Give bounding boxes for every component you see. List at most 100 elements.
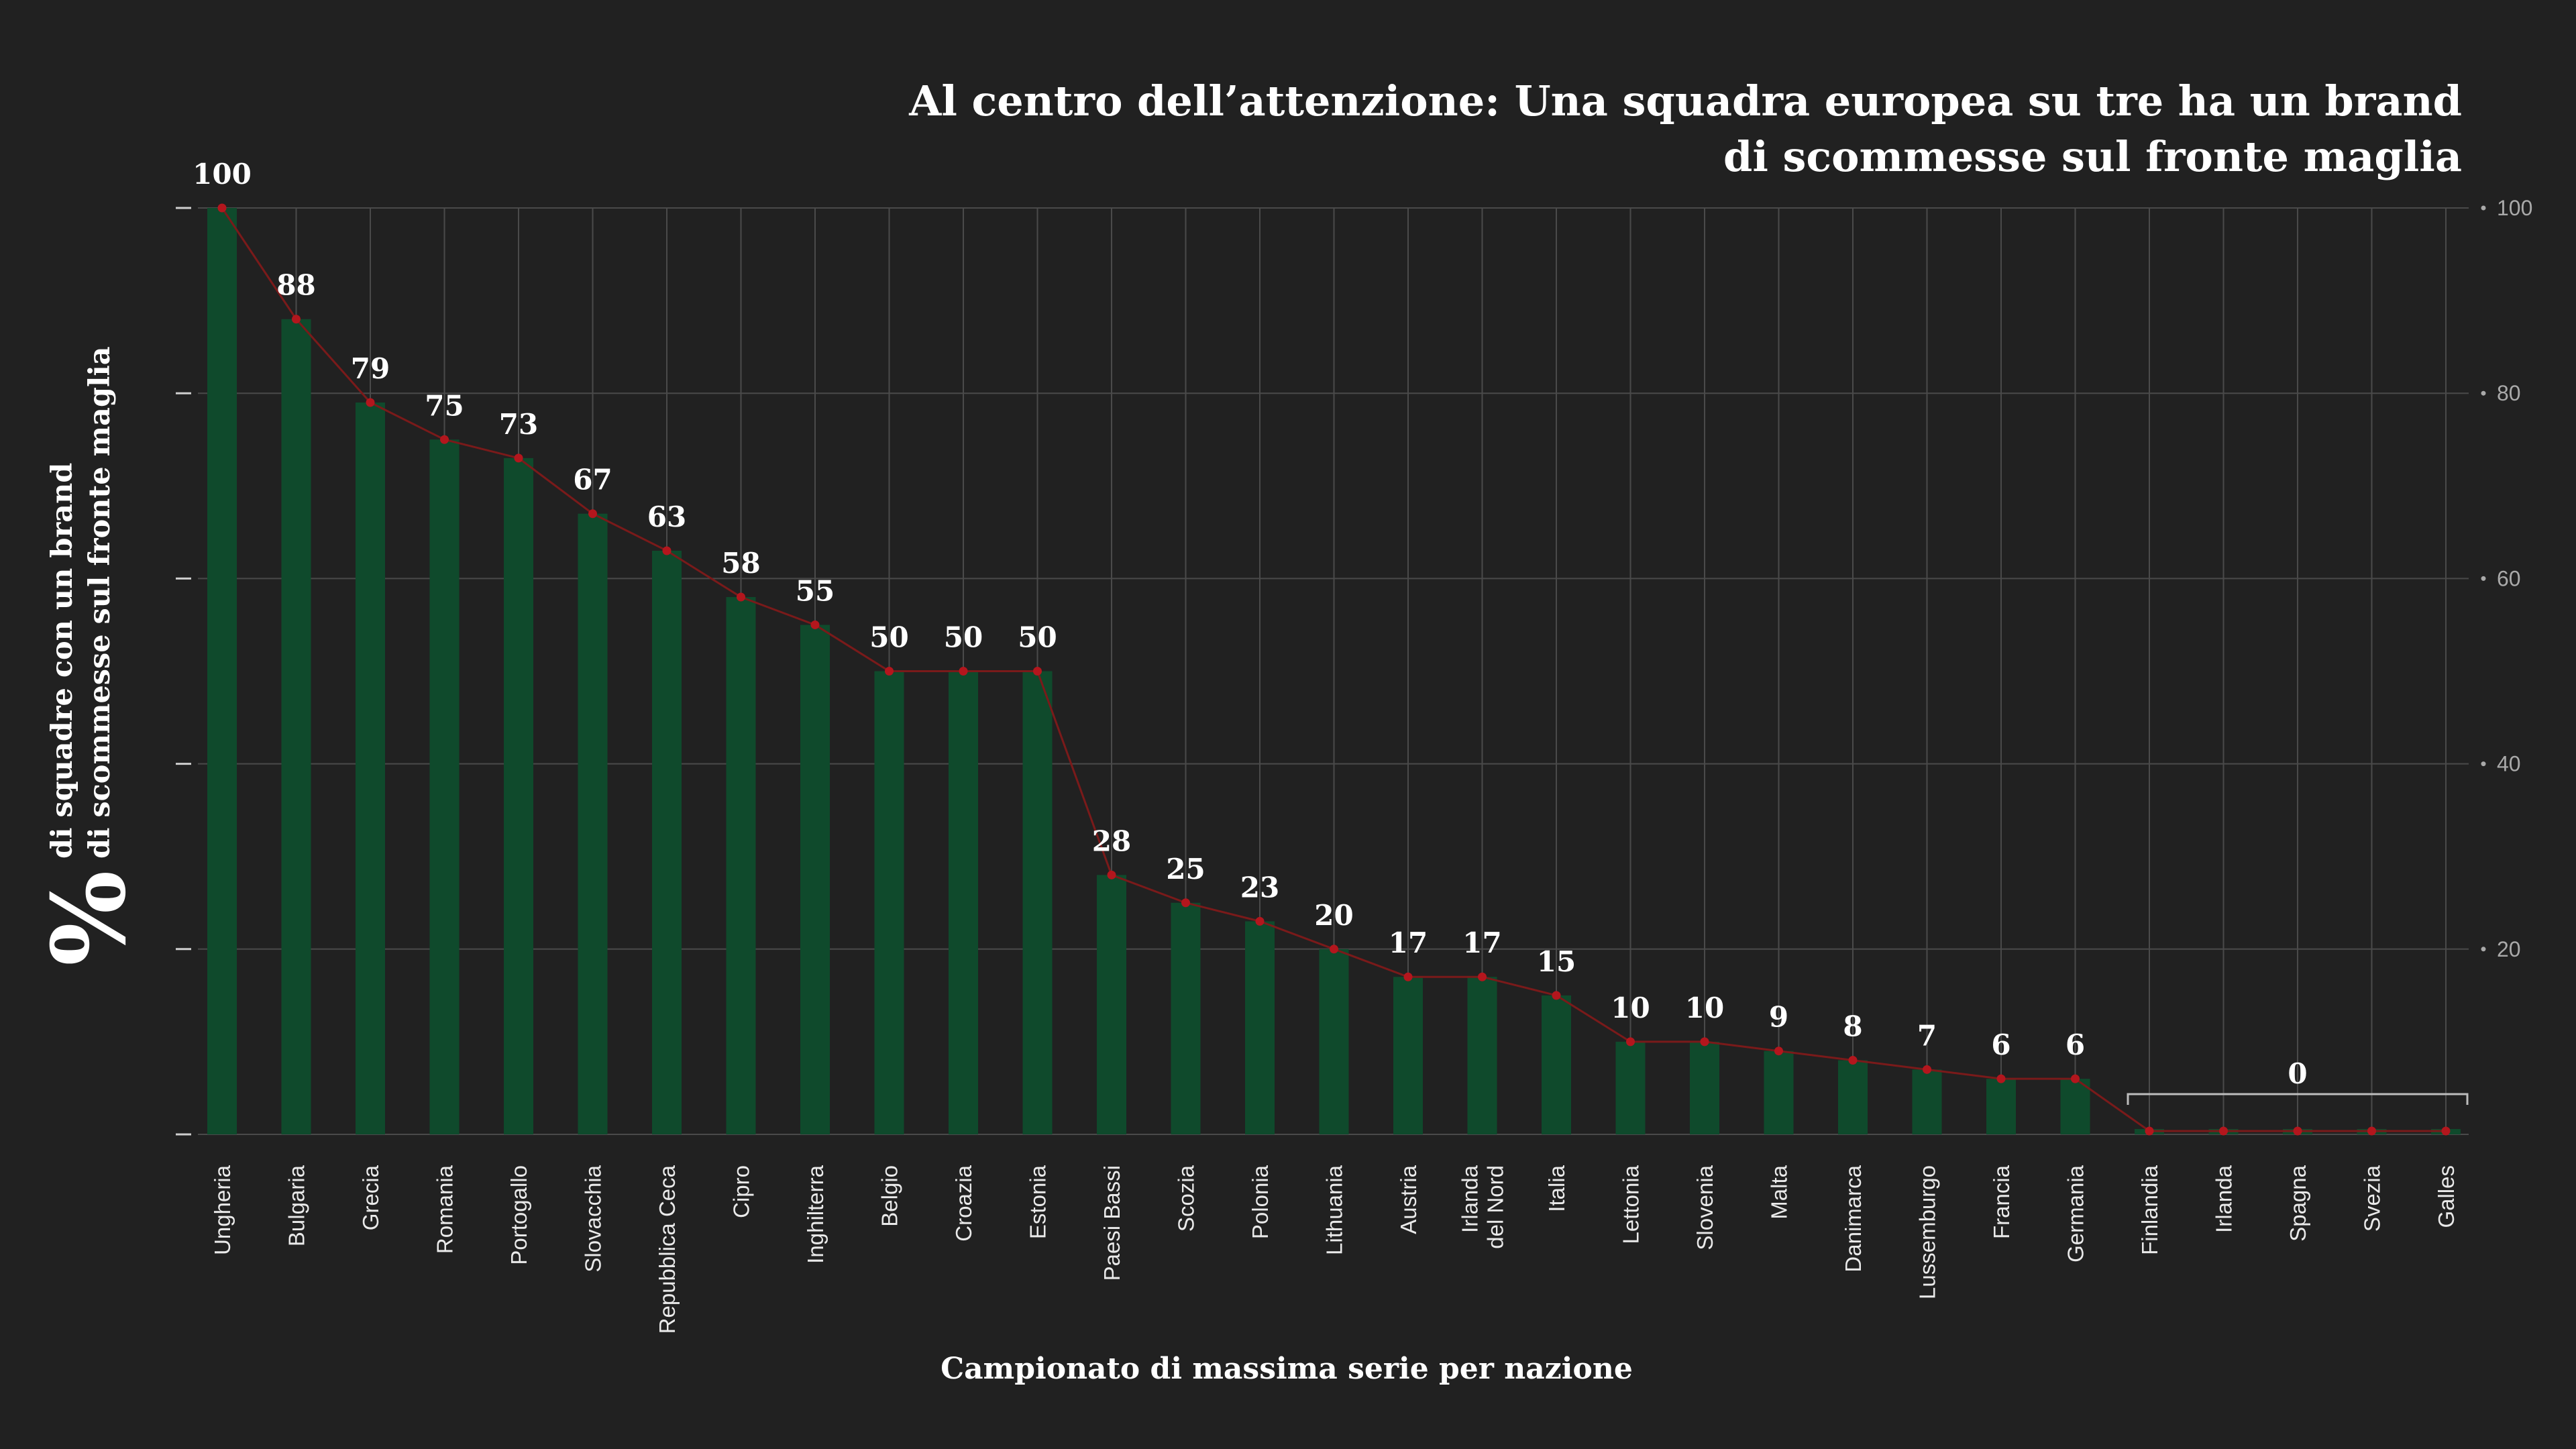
data-point [217, 203, 227, 213]
data-point [1033, 667, 1042, 676]
bar [726, 597, 756, 1134]
bar [1912, 1069, 1942, 1134]
category-label: Svezia [2360, 1165, 2385, 1232]
right-tick-dot [2481, 205, 2486, 211]
category-label: Croazia [951, 1165, 976, 1241]
bar [652, 550, 682, 1134]
data-label: 79 [351, 352, 390, 385]
bar [1097, 875, 1126, 1134]
category-label: Galles [2434, 1165, 2459, 1228]
data-label: 100 [193, 158, 252, 191]
data-point [1181, 898, 1190, 908]
data-label: 63 [647, 500, 686, 533]
data-label: 73 [499, 408, 538, 441]
data-point [1552, 991, 1561, 1000]
data-point [959, 667, 968, 676]
data-point [662, 546, 672, 555]
category-label: Repubblica Ceca [655, 1165, 680, 1334]
category-label-line: Lettonia [1619, 1165, 1644, 1244]
category-label: Polonia [1248, 1165, 1273, 1239]
zero-group-label: 0 [2288, 1057, 2307, 1090]
data-point [1330, 945, 1338, 954]
bar [429, 439, 460, 1134]
data-point [2293, 1126, 2302, 1136]
category-label-line: Grecia [358, 1165, 383, 1230]
data-label: 67 [573, 464, 612, 496]
data-label: 55 [796, 574, 835, 607]
data-label: 28 [1092, 824, 1131, 857]
bar [1542, 995, 1571, 1134]
category-label: Portogallo [506, 1165, 531, 1265]
bar [1615, 1041, 1646, 1134]
right-tick-dot [2481, 947, 2486, 952]
data-point [440, 435, 449, 444]
data-label: 88 [276, 269, 315, 302]
data-label: 6 [1991, 1028, 2010, 1061]
category-label-line: Lithuania [1322, 1165, 1347, 1255]
category-label: Spagna [2286, 1165, 2310, 1241]
right-tick-label: 60 [2497, 566, 2521, 590]
category-label-line: Estonia [1026, 1165, 1051, 1239]
data-point [1700, 1037, 1709, 1046]
data-label: 9 [1769, 1001, 1788, 1034]
category-label-line: Croazia [951, 1165, 976, 1241]
category-label: Cipro [729, 1165, 754, 1218]
right-tick-dot [2481, 761, 2486, 767]
category-label-line: Repubblica Ceca [655, 1165, 680, 1334]
data-point [292, 315, 301, 324]
data-label: 15 [1537, 945, 1576, 978]
data-label: 17 [1389, 926, 1428, 959]
x-axis-title: Campionato di massima serie per nazione [941, 1352, 1633, 1386]
category-label-line: Lussemburgo [1915, 1165, 1940, 1299]
zero-bracket-line [2127, 1093, 2469, 1105]
category-label-line: Polonia [1248, 1165, 1273, 1239]
right-tick-dot [2481, 390, 2486, 396]
bar [1393, 977, 1423, 1134]
category-label: Austria [1396, 1165, 1421, 1234]
category-label-line: Slovenia [1693, 1165, 1717, 1250]
category-label-line: Malta [1767, 1165, 1792, 1219]
data-label: 17 [1462, 926, 1501, 959]
category-label: Malta [1767, 1165, 1792, 1219]
bar [356, 402, 385, 1134]
data-label: 10 [1611, 991, 1650, 1024]
bar [1171, 902, 1201, 1134]
category-label-line: Irlanda [1458, 1165, 1483, 1233]
category-label-line: Slovacchia [581, 1165, 606, 1272]
bar [504, 458, 533, 1134]
category-label: Grecia [358, 1165, 383, 1230]
category-label-line: Spagna [2286, 1165, 2310, 1241]
data-point [885, 667, 894, 676]
right-tick-label: 40 [2497, 752, 2521, 776]
category-label: Lithuania [1322, 1165, 1347, 1255]
data-point [1107, 870, 1116, 879]
bar [1838, 1060, 1868, 1134]
category-label: Bulgaria [284, 1165, 309, 1246]
data-point [1403, 972, 1413, 981]
category-label: Danimarca [1841, 1165, 1866, 1272]
category-label: Lettonia [1619, 1165, 1644, 1244]
category-label-line: Cipro [729, 1165, 754, 1218]
bar [800, 625, 830, 1134]
data-label: 50 [944, 621, 983, 654]
category-label-line: Austria [1396, 1165, 1421, 1234]
data-label: 7 [1917, 1019, 1937, 1052]
category-label: Romania [433, 1165, 458, 1254]
data-point [1478, 972, 1487, 981]
data-point [2071, 1074, 2080, 1083]
category-label: Italia [1544, 1165, 1569, 1212]
data-point [1774, 1046, 1783, 1056]
category-label: Finlandia [2137, 1165, 2162, 1255]
data-label: 6 [2065, 1028, 2085, 1061]
zero-group-bracket: 0 [2127, 1057, 2469, 1105]
category-label: Paesi Bassi [1099, 1165, 1124, 1281]
bar [949, 671, 978, 1134]
data-point [366, 398, 375, 407]
category-label: Germania [2063, 1165, 2088, 1263]
right-tick-dot [2481, 576, 2486, 581]
bar [1690, 1041, 1719, 1134]
category-label: Slovacchia [581, 1165, 606, 1272]
category-label: Lussemburgo [1915, 1165, 1940, 1299]
data-point [2145, 1126, 2154, 1136]
bars [207, 208, 2461, 1135]
